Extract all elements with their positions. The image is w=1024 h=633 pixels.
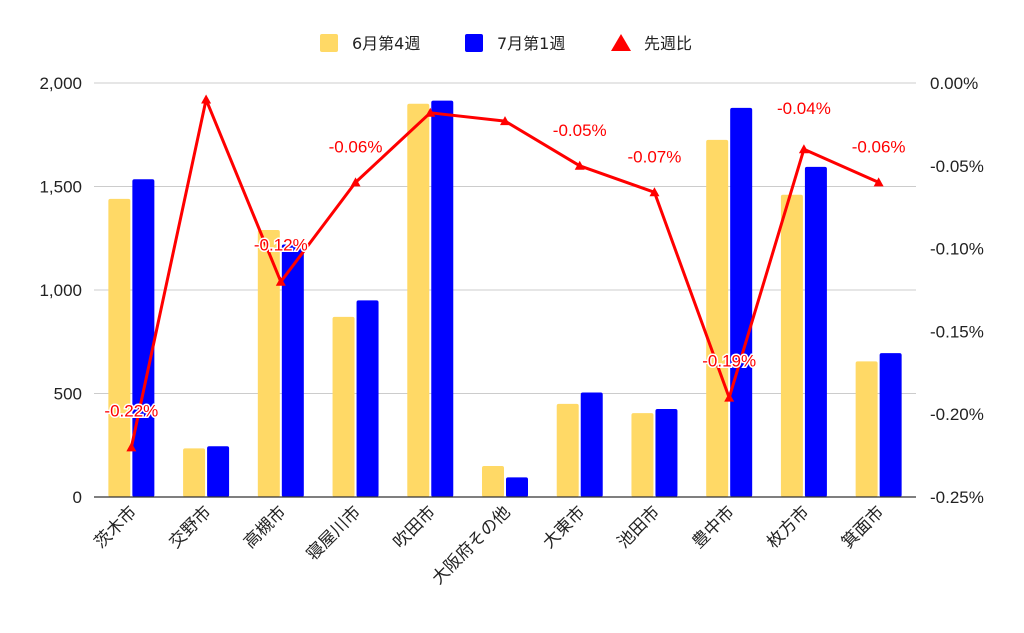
bar-series-1	[257, 229, 280, 497]
bar-series-2	[506, 477, 528, 497]
right-tick-label: -0.10%	[930, 240, 984, 259]
line-point-triangle	[724, 392, 735, 402]
line-data-label: -0.19%	[702, 352, 756, 371]
line-point-triangle	[425, 107, 436, 117]
bar-series-1	[855, 361, 878, 497]
left-tick-label: 1,500	[39, 178, 82, 197]
right-tick-label: -0.20%	[930, 405, 984, 424]
line-series	[126, 94, 884, 452]
bar-series-1	[108, 198, 131, 498]
line-point-triangle	[649, 187, 660, 197]
legend: 6月第4週 7月第1週 先週比	[320, 34, 692, 53]
line-data-label: -0.04%	[777, 99, 831, 118]
legend-label: 7月第1週	[497, 34, 565, 53]
bar-series-1	[706, 139, 729, 498]
line-data-label: -0.06%	[852, 137, 906, 156]
bar-series-1	[332, 316, 355, 497]
line-point-triangle	[873, 177, 884, 187]
line-data-label: -0.06%	[329, 137, 383, 156]
bar-series-2	[207, 446, 230, 497]
line-data-label: -0.22%	[104, 401, 158, 420]
line-point-triangle	[275, 276, 286, 286]
line-data-label: -0.07%	[628, 147, 682, 166]
line-point-triangle	[201, 94, 212, 104]
line-point-triangle	[500, 116, 510, 126]
right-axis: 0.00% -0.05% -0.10% -0.15% -0.20% -0.25%	[930, 74, 984, 507]
bar-series-1	[482, 465, 504, 497]
left-tick-label: 500	[54, 385, 82, 404]
line-point-triangle	[798, 144, 809, 154]
line-path	[129, 98, 880, 448]
line-data-label: -0.05%	[553, 121, 607, 140]
category-label: 交野市	[165, 502, 215, 552]
left-tick-label: 2,000	[39, 74, 82, 93]
legend-swatch	[465, 34, 483, 52]
category-label: 茨木市	[91, 502, 141, 552]
line-point-triangle	[126, 442, 137, 452]
left-axis: 0 500 1,000 1,500 2,000	[39, 74, 82, 507]
line-data-label: -0.12%	[254, 236, 308, 255]
line-point-triangle	[574, 160, 585, 170]
category-label: 豊中市	[689, 502, 739, 552]
line-point-triangle	[350, 177, 361, 187]
legend-label: 先週比	[644, 34, 692, 53]
bar-series-2	[580, 392, 603, 497]
left-tick-label: 1,000	[39, 281, 82, 300]
right-tick-label: -0.15%	[930, 322, 984, 341]
right-tick-label: 0.00%	[930, 74, 978, 93]
right-tick-label: -0.25%	[930, 488, 984, 507]
bars	[108, 100, 902, 498]
legend-swatch	[320, 34, 338, 52]
line-data-labels: -0.22% -0.12% -0.06% -0.05% -0.07% -0.19% -0.0…	[103, 98, 907, 422]
bar-series-1	[183, 448, 206, 497]
bar-series-1	[556, 403, 579, 497]
legend-swatch	[611, 34, 631, 51]
bar-series-2	[431, 100, 454, 497]
bar-series-2	[804, 166, 827, 497]
category-label: 枚方市	[763, 502, 813, 552]
bar-series-1	[631, 413, 654, 497]
bar-series-2	[356, 300, 379, 497]
bar-series-2	[281, 244, 304, 497]
right-tick-label: -0.05%	[930, 157, 984, 176]
gridlines	[94, 82, 916, 394]
category-label: 大阪府その他	[428, 502, 514, 588]
bar-series-1	[780, 194, 803, 497]
category-label: 吹田市	[390, 502, 440, 552]
bar-series-2	[655, 409, 678, 497]
category-label: 大東市	[539, 502, 589, 552]
category-label: 高槻市	[240, 502, 290, 552]
bar-series-1	[407, 103, 430, 497]
bar-series-2	[879, 353, 902, 497]
legend-label: 6月第4週	[352, 34, 420, 53]
category-label: 箕面市	[838, 502, 888, 552]
left-tick-label: 0	[73, 488, 82, 507]
bar-series-2	[132, 179, 155, 497]
category-label: 寝屋川市	[302, 502, 365, 565]
bar-series-2	[730, 107, 753, 497]
category-label: 池田市	[614, 502, 664, 552]
